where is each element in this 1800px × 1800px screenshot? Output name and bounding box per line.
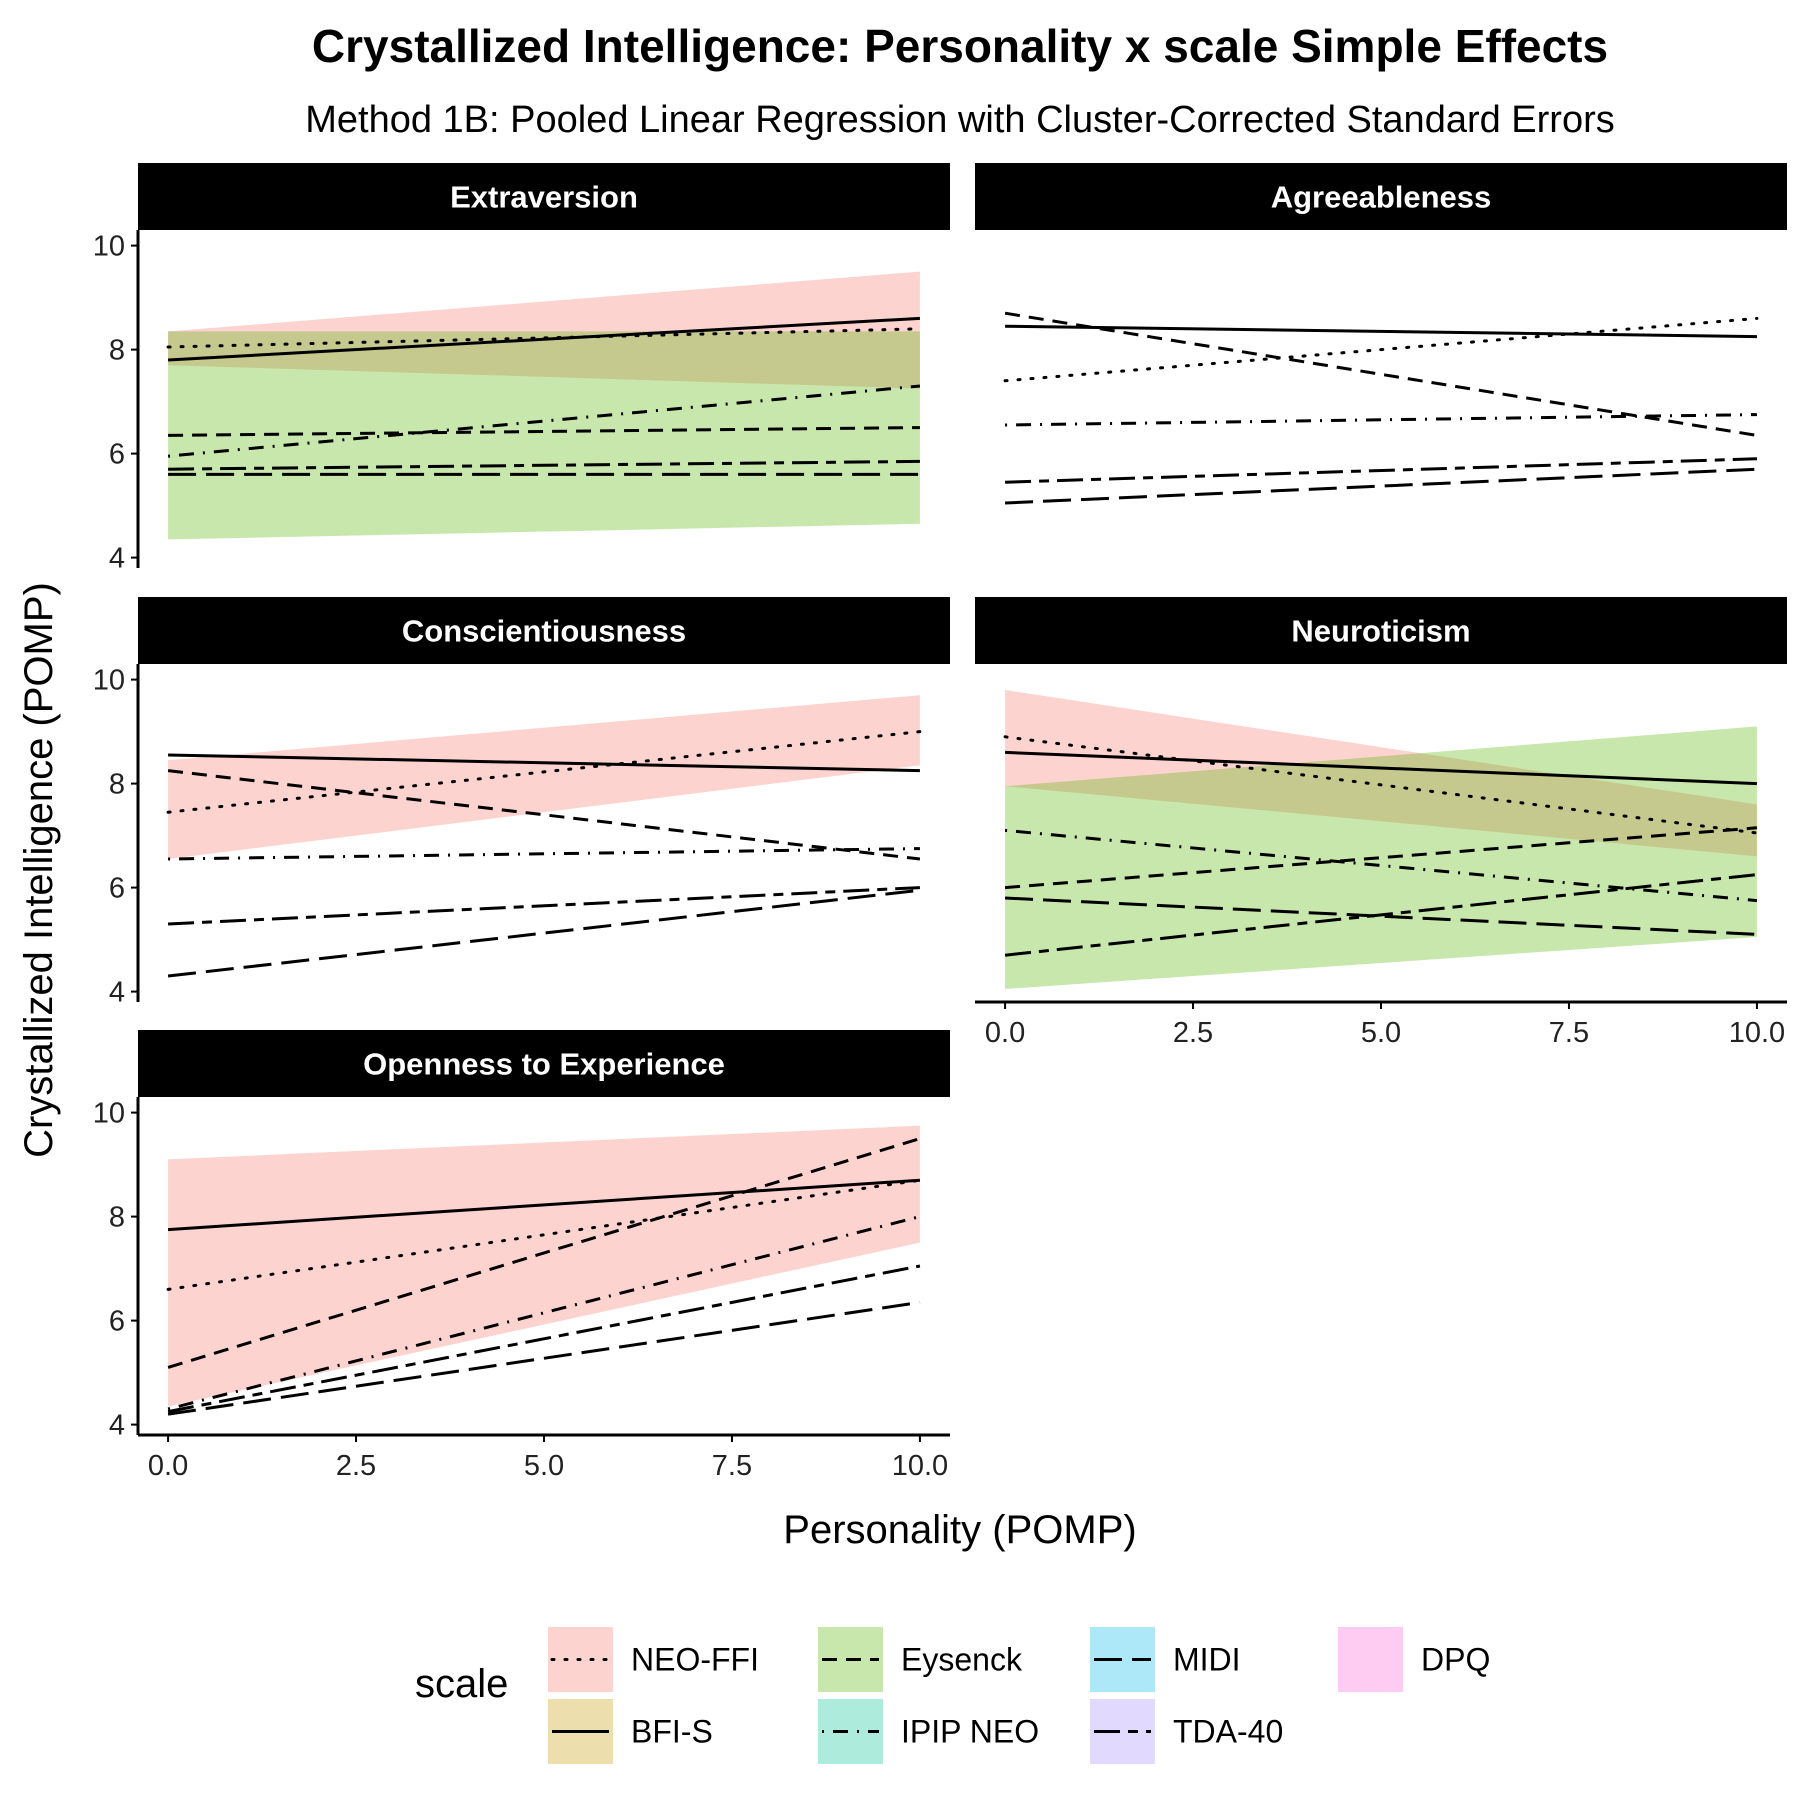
panel-extraversion: Extraversion 4 6 8 10 [93, 163, 950, 575]
chart-subtitle: Method 1B: Pooled Linear Regression with… [305, 99, 1615, 141]
series-line-tda-40 [1005, 457, 1757, 484]
legend-item-neo-ffi: NEO-FFI [548, 1627, 759, 1692]
y-tick-label: 10 [93, 665, 125, 697]
legend-label: NEO-FFI [631, 1642, 759, 1678]
panel-openness-to-experience: Openness to Experience 4 6 8 10 0.0 2.5 5.0 7.5 1… [93, 1030, 950, 1482]
ribbon-neo-ffi [168, 271, 920, 389]
series-line-midi [1005, 896, 1757, 936]
legend-item-dpq: DPQ [1338, 1627, 1490, 1692]
legend-label: TDA-40 [1173, 1714, 1283, 1750]
x-tick-label: 10.0 [1729, 1017, 1785, 1049]
legend-label: IPIP NEO [901, 1714, 1039, 1750]
series-line-eysenck [167, 769, 921, 861]
facet-panels: Extraversion 4 6 8 10 Agreeableness Conscienti… [93, 163, 1787, 1482]
legend-item-ipip-neo: IPIP NEO [818, 1699, 1039, 1764]
series-line-midi [167, 1300, 921, 1416]
panel-strip-label: Agreeableness [1271, 180, 1492, 215]
y-tick-label: 10 [93, 231, 125, 263]
panel-strip [138, 597, 950, 664]
series-line-bfi-s [168, 753, 920, 773]
legend: scale NEO-FFI BFI-S Eysenck IPIP NEO MIDI TDA… [415, 1627, 1490, 1764]
panel-strip [138, 1030, 950, 1097]
y-tick-label: 10 [93, 1098, 125, 1130]
x-tick-label: 10.0 [892, 1450, 948, 1482]
legend-label: Eysenck [901, 1642, 1023, 1678]
series-line-bfi-s [167, 316, 921, 362]
x-tick-label: 7.5 [1549, 1017, 1589, 1049]
series-line-tda-40 [168, 459, 920, 471]
series-line-neo-ffi [1003, 316, 1759, 383]
series-line-bfi-s [1005, 324, 1757, 339]
panel-strip-label: Neuroticism [1291, 614, 1470, 649]
x-tick-label: 5.0 [1361, 1017, 1401, 1049]
series-line-neo-ffi [166, 730, 922, 814]
legend-item-bfi-s: BFI-S [548, 1699, 713, 1764]
y-tick-label: 6 [109, 873, 125, 905]
x-tick-label: 0.0 [148, 1450, 188, 1482]
y-tick-label: 4 [109, 977, 125, 1009]
series-line-eysenck [1004, 826, 1758, 890]
legend-label: MIDI [1173, 1642, 1241, 1678]
series-line-neo-ffi [166, 1178, 922, 1291]
panel-agreeableness: Agreeableness [975, 163, 1787, 505]
series-line-eysenck [167, 1137, 921, 1369]
series-line-ipip-neo [1004, 828, 1758, 903]
series-line-tda-40 [1004, 873, 1758, 957]
legend-key [1338, 1627, 1403, 1692]
legend-label: DPQ [1421, 1642, 1490, 1678]
y-tick-label: 4 [109, 1410, 125, 1442]
series-line-tda-40 [167, 1264, 921, 1414]
ribbon-neo-ffi [168, 695, 920, 859]
x-tick-label: 2.5 [336, 1450, 376, 1482]
series-line-midi [167, 888, 921, 978]
series-line-bfi-s [1005, 750, 1757, 786]
legend-title: scale [415, 1662, 508, 1706]
ribbon-eysenck [1005, 726, 1757, 989]
x-axis-label: Personality (POMP) [783, 1508, 1136, 1552]
series-line-ipip-neo [167, 384, 921, 458]
panel-neuroticism: Neuroticism 0.0 2.5 5.0 7.5 10.0 [975, 597, 1787, 1049]
panel-strip [975, 597, 1787, 664]
y-tick-label: 8 [109, 335, 125, 367]
panel-strip [975, 163, 1787, 230]
legend-item-eysenck: Eysenck [818, 1627, 1023, 1692]
chart-title: Crystallized Intelligence: Personality x… [312, 20, 1608, 72]
y-tick-label: 6 [109, 1306, 125, 1338]
x-tick-label: 0.0 [985, 1017, 1025, 1049]
ribbon-neo-ffi [168, 1125, 920, 1407]
legend-item-midi: MIDI [1090, 1627, 1241, 1692]
series-line-eysenck [1004, 311, 1758, 437]
panel-conscientiousness: Conscientiousness 4 6 8 10 [93, 597, 950, 1009]
series-line-eysenck [168, 426, 920, 437]
series-line-ipip-neo [168, 847, 920, 861]
y-tick-label: 4 [109, 543, 125, 575]
ribbon-neo-ffi [1005, 690, 1757, 857]
panel-strip-label: Conscientiousness [402, 614, 686, 649]
series-line-ipip-neo [167, 1215, 921, 1411]
series-line-tda-40 [168, 886, 920, 926]
y-axis-label: Crystallized Intelligence (POMP) [17, 582, 61, 1158]
x-tick-label: 5.0 [524, 1450, 564, 1482]
panel-strip [138, 163, 950, 230]
y-tick-label: 6 [109, 439, 125, 471]
y-tick-label: 8 [109, 769, 125, 801]
panel-strip-label: Openness to Experience [363, 1047, 725, 1082]
series-line-neo-ffi [1003, 735, 1759, 835]
x-tick-label: 7.5 [712, 1450, 752, 1482]
ribbon-eysenck [168, 331, 920, 540]
legend-item-tda-40: TDA-40 [1090, 1699, 1283, 1764]
series-line-midi [1005, 467, 1757, 505]
y-tick-label: 8 [109, 1202, 125, 1234]
panel-strip-label: Extraversion [450, 180, 638, 215]
x-tick-label: 2.5 [1173, 1017, 1213, 1049]
legend-label: BFI-S [631, 1714, 713, 1750]
series-line-ipip-neo [1005, 413, 1757, 427]
series-line-bfi-s [167, 1178, 921, 1232]
